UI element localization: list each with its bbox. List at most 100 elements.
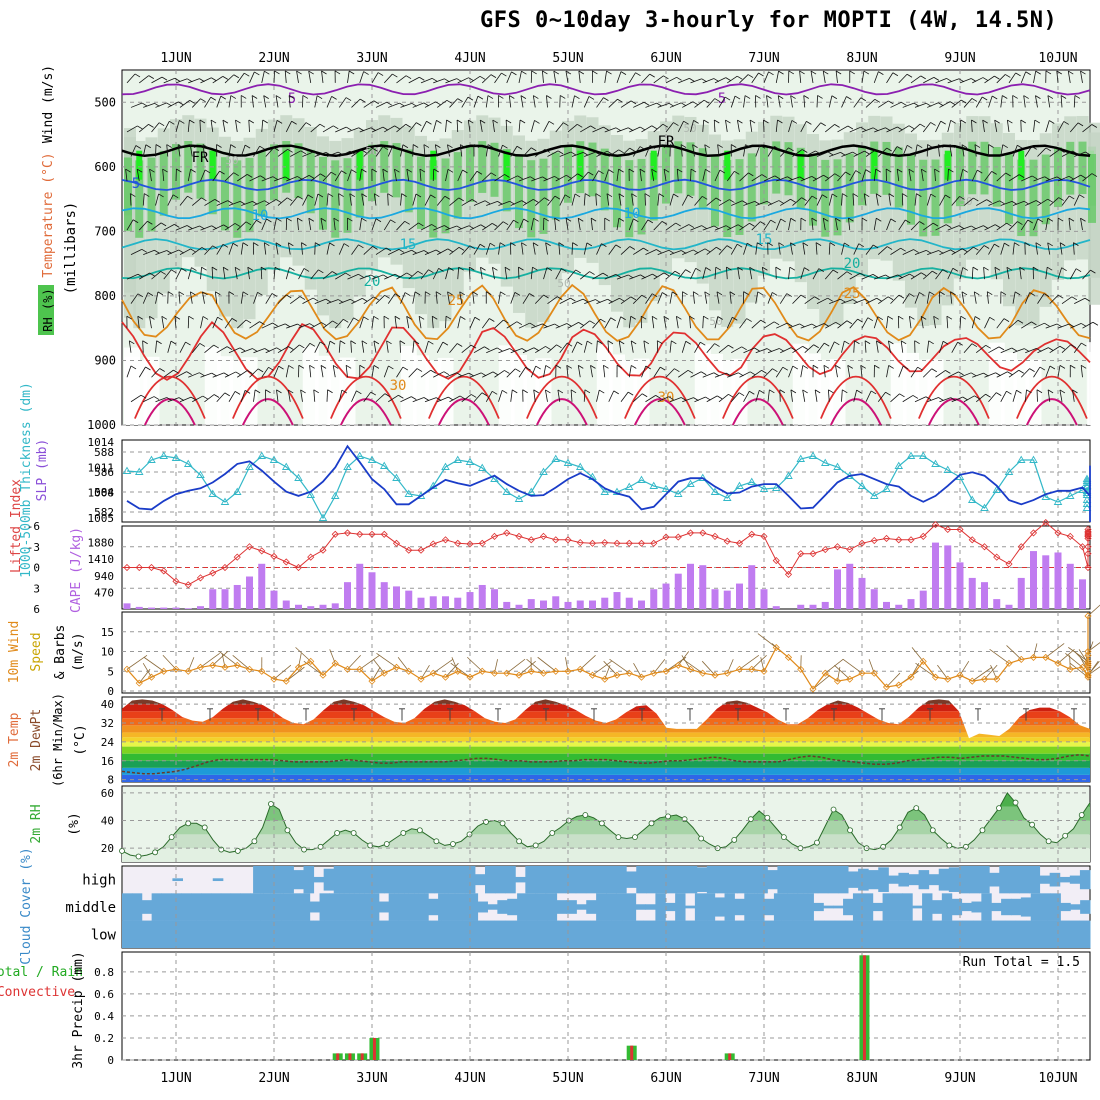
wind-barb-flag: [417, 270, 424, 275]
wind-barb-flag: [240, 201, 246, 205]
wind-barb: [984, 224, 996, 231]
rh-green-band: [257, 151, 266, 217]
wind-barb-flag: [343, 318, 349, 323]
wind-barb-flag: [484, 346, 490, 351]
cloud-cell-middle: [526, 893, 538, 921]
rh2m-tick-label: 20: [101, 842, 114, 855]
wind-barb-flag: [167, 291, 174, 296]
thickness-point: [269, 455, 279, 463]
wind-barb-flag: [345, 97, 352, 101]
wind-barb: [959, 78, 972, 84]
wind-barb-flag: [744, 95, 751, 99]
wind-barb-flag: [425, 291, 431, 296]
thickness-tick-label: 586: [94, 466, 114, 479]
wind-barb: [273, 267, 276, 280]
lifted-index-point: [417, 546, 425, 554]
wind-barb-flag: [1044, 176, 1050, 181]
wind-barb: [714, 169, 721, 182]
wind-barb: [592, 318, 601, 329]
wind-barb: [577, 365, 581, 378]
wind-barb-flag: [435, 291, 442, 296]
wind-barb: [371, 365, 375, 378]
wind-barb-flag: [166, 144, 172, 148]
wind-barb-flag: [607, 150, 613, 155]
wind-barb-flag: [799, 323, 805, 328]
wind-barb-flag: [875, 168, 881, 173]
wind-barb-flag: [141, 248, 147, 253]
wind-barb: [447, 291, 450, 304]
wind-barb-flag: [577, 173, 583, 178]
wind-barb-flag: [287, 389, 294, 394]
wind-barb-flag: [909, 293, 915, 297]
wind-barb: [607, 340, 610, 353]
wind-barb-flag: [914, 340, 920, 345]
wind-barb: [532, 95, 536, 108]
wind-barb-flag: [248, 119, 255, 124]
cloud-cell-middle: [280, 893, 291, 921]
cloud-cell-middle: [872, 902, 884, 912]
wind-barb-flag: [991, 171, 997, 175]
wind-barb-flag: [802, 365, 809, 369]
wind-barb: [166, 144, 169, 157]
wind-barb: [149, 316, 152, 329]
rh-green-band: [429, 160, 438, 238]
wind-barb: [947, 78, 960, 84]
surface-barb: [915, 662, 936, 678]
wind-barb-flag: [856, 389, 862, 394]
wind-barb-flag: [532, 266, 538, 271]
wind-barb-flag: [872, 274, 879, 278]
wind-barb: [436, 341, 444, 353]
wind-barb: [396, 221, 405, 231]
wind-barb: [308, 71, 312, 83]
wind-barb-flag: [479, 243, 486, 248]
cloud-cell-high: [495, 866, 506, 894]
wind-barb: [424, 249, 437, 255]
axis-label-ms: (m/s): [71, 632, 86, 671]
wind-speed-point: [1054, 659, 1062, 667]
wind-barb-flag: [125, 168, 131, 173]
wind-barb-flag: [745, 144, 751, 148]
cape-bar: [858, 577, 866, 609]
cloud-cell-high: [323, 868, 335, 891]
wind-barb-flag: [566, 174, 572, 179]
wind-barb: [902, 293, 910, 304]
isotherm-line: [121, 83, 1091, 96]
wind-barb-flag: [253, 242, 259, 246]
surface-barb: [751, 654, 767, 670]
wind-barb: [228, 200, 241, 206]
wind-barb: [338, 97, 347, 108]
wind-barb-flag: [272, 176, 279, 181]
wind-barb: [139, 75, 150, 84]
wind-barb: [545, 389, 548, 402]
wind-barb-flag: [790, 389, 797, 394]
rh-green-band: [380, 141, 389, 193]
wind-barb: [694, 196, 703, 206]
wind-barb: [914, 193, 917, 206]
wind-barb-flag: [458, 247, 465, 251]
wind-barb-flag: [394, 125, 400, 130]
lifted-index-point: [821, 545, 829, 554]
wind-barb: [596, 150, 608, 157]
wind-barb: [837, 271, 848, 280]
wind-barb: [629, 126, 641, 133]
wind-speed-point: [258, 667, 266, 675]
wind-barb-flag: [1072, 150, 1078, 155]
wind-speed-point: [454, 667, 462, 675]
wind-barb-flag: [619, 297, 625, 302]
cloud-cell-middle: [359, 893, 370, 921]
wind-barb-flag: [828, 389, 834, 394]
wind-barb-flag: [844, 242, 850, 247]
wind-barb: [265, 293, 273, 304]
cape-bar: [258, 563, 266, 609]
wind-barb-flag: [674, 368, 680, 373]
wind-barb-flag: [423, 102, 430, 107]
wind-barb: [849, 318, 858, 329]
axis-label-2m-rh: 2m RH: [29, 804, 44, 843]
wind-barb-flag: [835, 217, 841, 222]
wind-barb-flag: [847, 125, 854, 130]
lifted-index-point: [686, 529, 695, 537]
wind-barb-flag: [931, 270, 938, 275]
wind-barb: [939, 249, 951, 255]
wind-barb: [363, 100, 374, 108]
wind-barb: [375, 393, 386, 403]
